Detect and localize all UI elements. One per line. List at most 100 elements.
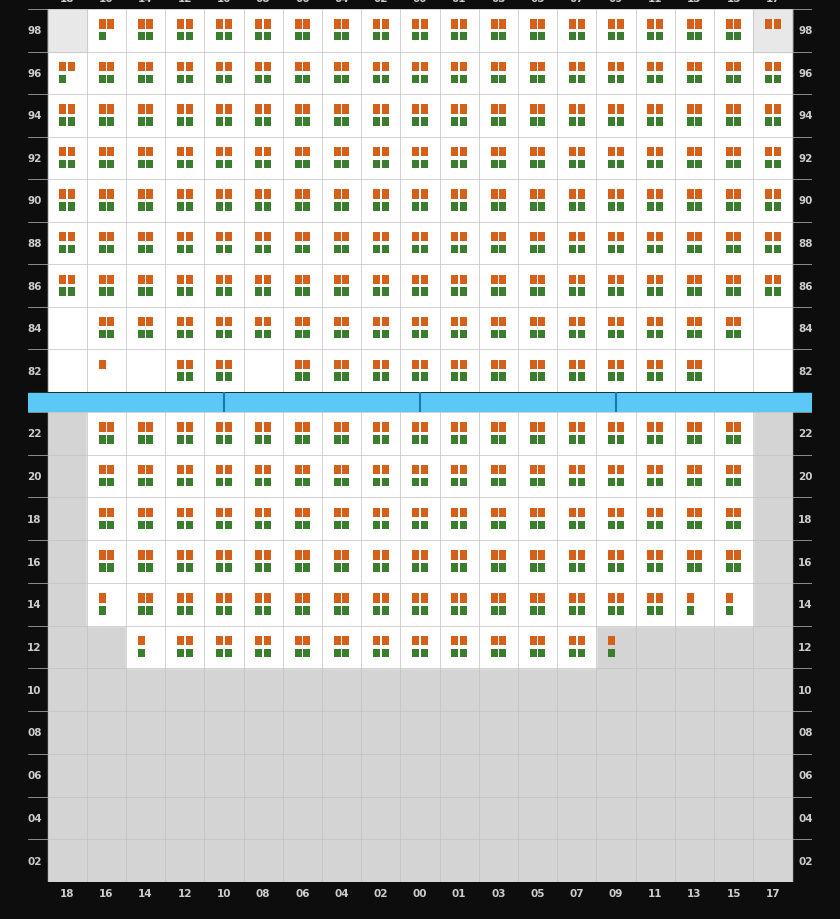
Bar bbox=[177, 649, 184, 657]
Bar bbox=[774, 20, 780, 29]
Bar bbox=[578, 105, 585, 115]
Bar bbox=[146, 466, 154, 475]
Text: 14: 14 bbox=[27, 599, 42, 609]
Bar bbox=[295, 33, 302, 41]
Bar bbox=[381, 607, 389, 615]
Bar bbox=[108, 423, 114, 432]
Bar bbox=[421, 118, 428, 127]
Bar bbox=[138, 276, 144, 285]
Bar bbox=[608, 331, 615, 339]
Bar bbox=[569, 203, 576, 211]
Bar bbox=[303, 62, 310, 72]
Bar bbox=[177, 276, 184, 285]
Bar bbox=[343, 203, 349, 211]
Bar bbox=[225, 331, 232, 339]
Bar bbox=[333, 478, 341, 487]
Bar bbox=[421, 245, 428, 254]
Bar bbox=[538, 360, 545, 369]
Bar bbox=[765, 118, 772, 127]
Bar bbox=[499, 478, 507, 487]
Bar bbox=[255, 276, 262, 285]
Bar bbox=[343, 288, 349, 297]
Bar bbox=[146, 607, 154, 615]
Bar bbox=[216, 636, 223, 645]
Bar bbox=[225, 636, 232, 645]
Bar bbox=[255, 148, 262, 157]
Text: 06: 06 bbox=[295, 0, 310, 4]
Bar bbox=[656, 245, 663, 254]
Bar bbox=[608, 563, 615, 573]
Bar bbox=[578, 203, 585, 211]
Bar bbox=[421, 75, 428, 84]
Bar bbox=[373, 245, 380, 254]
Bar bbox=[617, 550, 624, 561]
Bar bbox=[177, 288, 184, 297]
Bar bbox=[726, 423, 732, 432]
Bar bbox=[617, 118, 624, 127]
Text: 98: 98 bbox=[798, 27, 812, 36]
Bar bbox=[765, 245, 772, 254]
Text: 04: 04 bbox=[334, 888, 349, 898]
Text: 01: 01 bbox=[452, 0, 466, 4]
Bar bbox=[686, 245, 694, 254]
Bar bbox=[381, 276, 389, 285]
Bar bbox=[98, 148, 106, 157]
Text: 17: 17 bbox=[765, 888, 780, 898]
Bar bbox=[373, 636, 380, 645]
Bar bbox=[734, 20, 742, 29]
Bar bbox=[578, 245, 585, 254]
Bar bbox=[295, 360, 302, 369]
Bar bbox=[216, 649, 223, 657]
Bar bbox=[578, 161, 585, 169]
Bar bbox=[177, 466, 184, 475]
Bar bbox=[499, 75, 507, 84]
Bar bbox=[264, 466, 271, 475]
Bar bbox=[373, 75, 380, 84]
Bar bbox=[765, 148, 772, 157]
Bar bbox=[343, 636, 349, 645]
Bar bbox=[421, 33, 428, 41]
Bar bbox=[451, 118, 459, 127]
Bar bbox=[530, 118, 537, 127]
Bar bbox=[608, 20, 615, 29]
Bar bbox=[381, 636, 389, 645]
Bar bbox=[460, 373, 467, 381]
Bar bbox=[578, 594, 585, 603]
Bar bbox=[656, 148, 663, 157]
Bar bbox=[295, 436, 302, 444]
Bar bbox=[264, 161, 271, 169]
Bar bbox=[451, 373, 459, 381]
Text: 03: 03 bbox=[491, 0, 506, 4]
Text: 10: 10 bbox=[27, 685, 42, 695]
Bar bbox=[765, 62, 772, 72]
Bar bbox=[343, 75, 349, 84]
Bar bbox=[578, 478, 585, 487]
Bar bbox=[216, 62, 223, 72]
Bar bbox=[303, 203, 310, 211]
Bar bbox=[648, 190, 654, 199]
Bar bbox=[381, 62, 389, 72]
Bar bbox=[726, 148, 732, 157]
Bar bbox=[734, 521, 742, 529]
Bar bbox=[98, 190, 106, 199]
Bar bbox=[216, 607, 223, 615]
Bar bbox=[98, 62, 106, 72]
Bar bbox=[421, 233, 428, 242]
Bar bbox=[264, 105, 271, 115]
Bar bbox=[608, 466, 615, 475]
Bar bbox=[138, 190, 144, 199]
Bar bbox=[499, 636, 507, 645]
Bar bbox=[491, 118, 497, 127]
Bar bbox=[108, 161, 114, 169]
Bar bbox=[617, 20, 624, 29]
Bar bbox=[530, 245, 537, 254]
Bar bbox=[617, 508, 624, 517]
Bar bbox=[460, 118, 467, 127]
Bar bbox=[303, 20, 310, 29]
Bar bbox=[578, 649, 585, 657]
Bar bbox=[264, 563, 271, 573]
Bar bbox=[177, 423, 184, 432]
Bar bbox=[381, 148, 389, 157]
Bar bbox=[255, 594, 262, 603]
Bar bbox=[303, 508, 310, 517]
